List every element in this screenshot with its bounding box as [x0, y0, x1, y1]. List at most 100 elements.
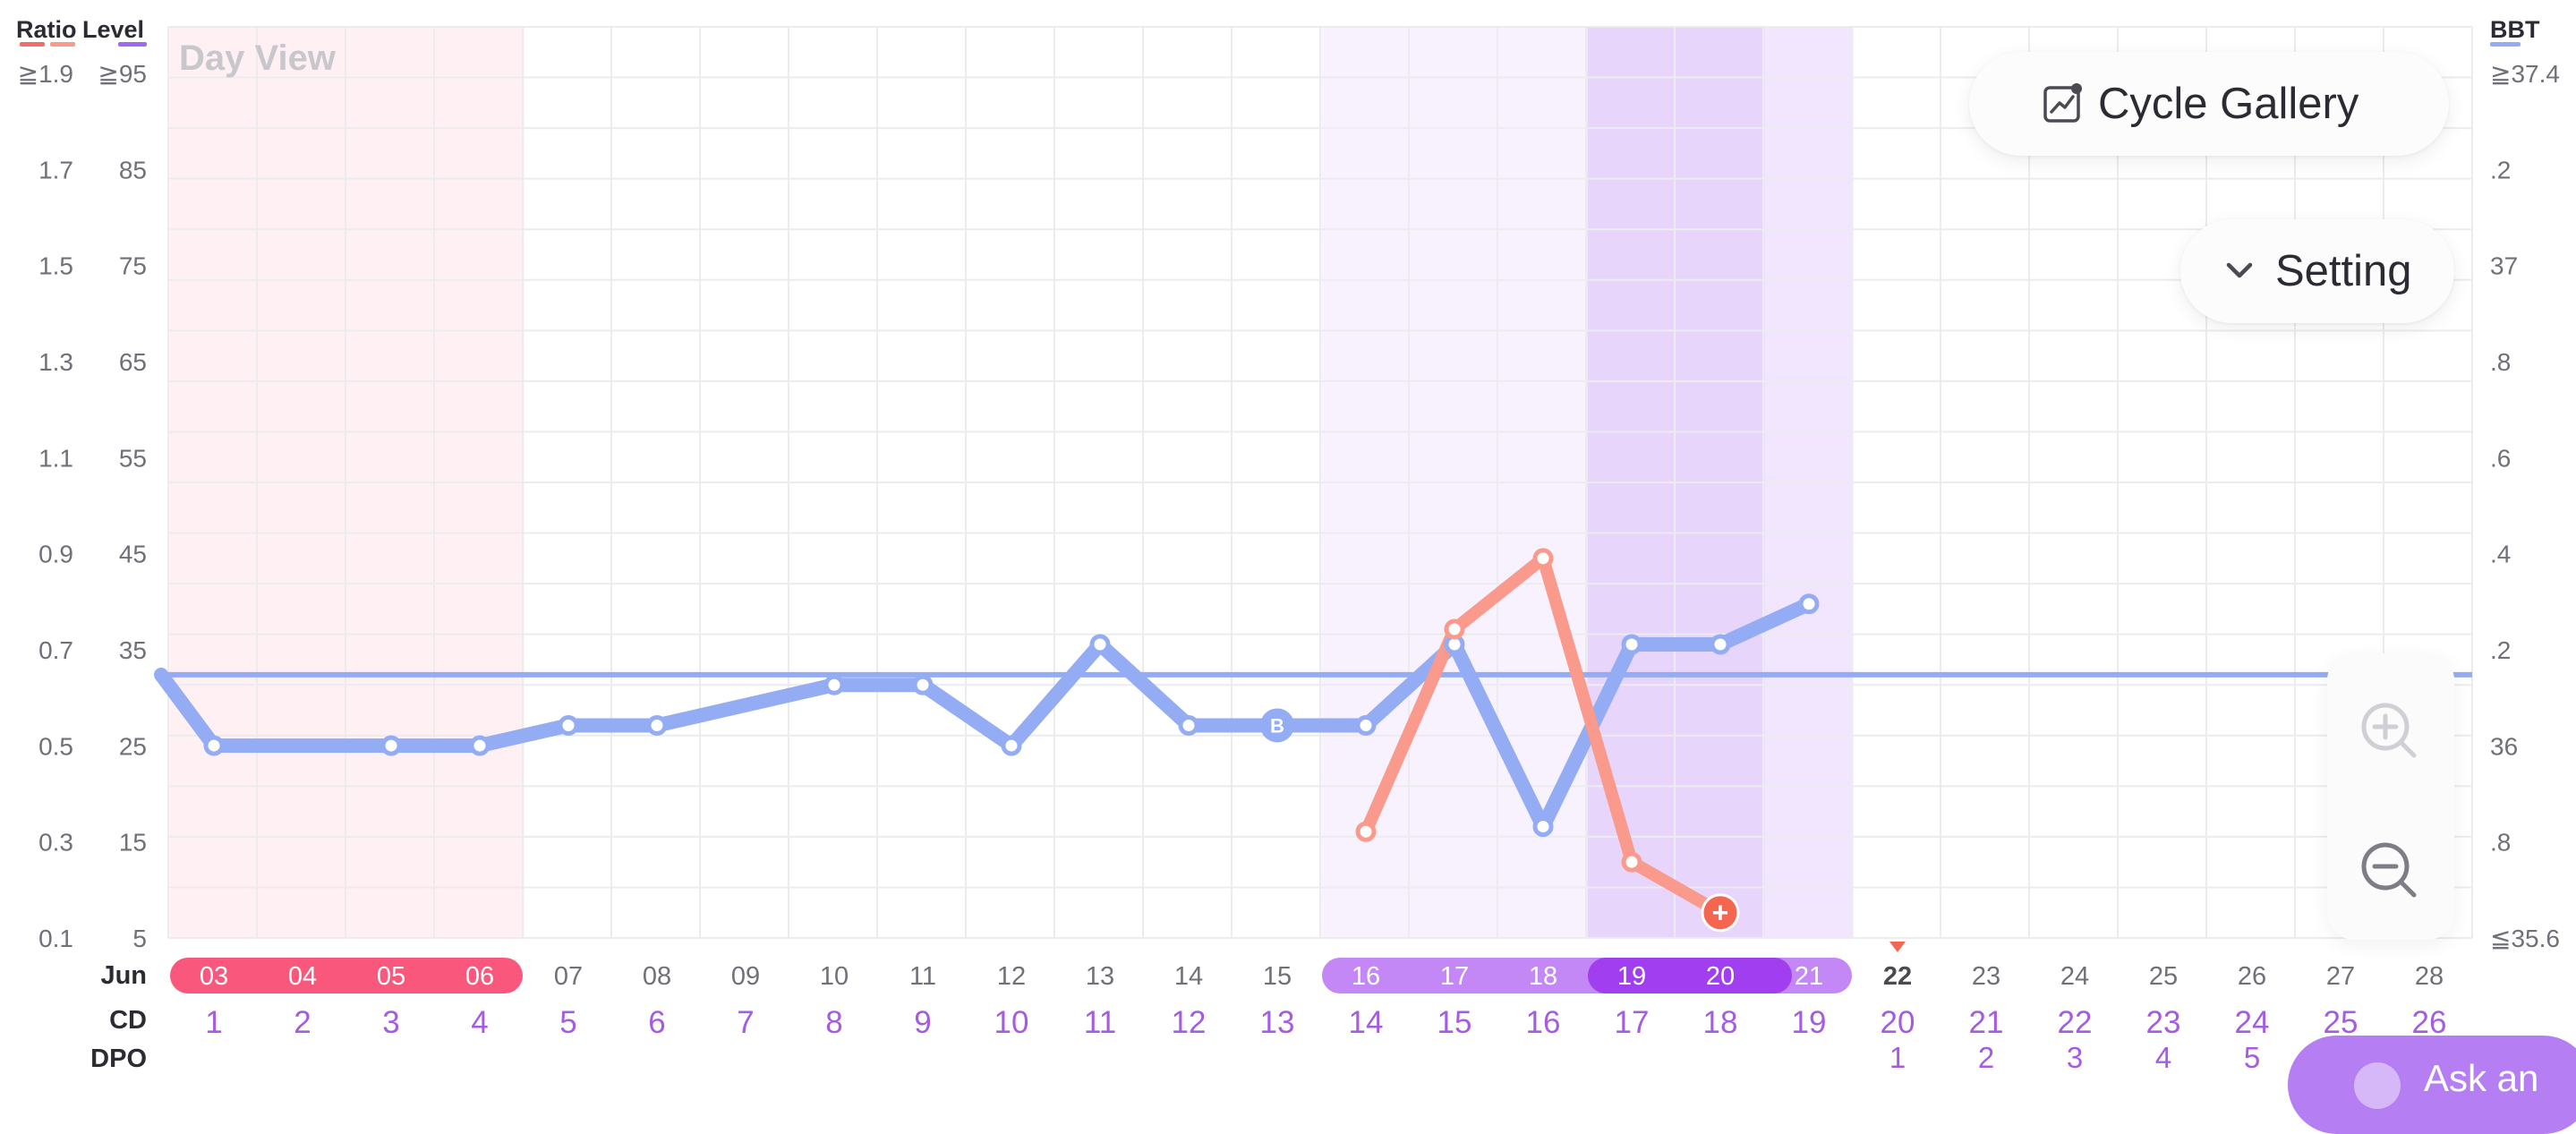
cycle-day: 13	[1260, 1005, 1295, 1040]
zoom-in-button[interactable]	[2357, 698, 2425, 771]
bbt-point	[912, 674, 934, 695]
cycle-gallery-label: Cycle Gallery	[2098, 80, 2359, 128]
cycle-day: 20	[1881, 1005, 1915, 1040]
dpo-day: 3	[2067, 1041, 2083, 1074]
dpo-row-label: DPO	[90, 1044, 147, 1073]
cycle-day: 10	[994, 1005, 1029, 1040]
bbt-point	[1710, 634, 1731, 655]
date-tick-05: 05	[377, 962, 405, 991]
dpo-day: 1	[1889, 1041, 1906, 1074]
chart-trend-icon	[2043, 83, 2082, 123]
bbt-tick: 37	[2490, 252, 2518, 280]
bbt-point	[1798, 593, 1820, 615]
level-tick: ≧95	[98, 60, 147, 88]
date-tick-16: 16	[1352, 962, 1380, 991]
date-tick-06: 06	[465, 962, 494, 991]
ratio-tick: 0.3	[38, 829, 73, 857]
cd-row-label: CD	[109, 1006, 147, 1035]
cycle-gallery-button[interactable]: Cycle Gallery	[1969, 52, 2449, 156]
question-icon	[2354, 1062, 2401, 1109]
cycle-day: 22	[2058, 1005, 2093, 1040]
date-tick-15: 15	[1263, 962, 1292, 991]
bbt-point	[1001, 735, 1022, 756]
bbt-tick: .4	[2490, 541, 2511, 568]
ratio-tick: 1.5	[38, 252, 73, 280]
bbt-tick: 36	[2490, 732, 2518, 760]
cycle-day: 11	[1084, 1005, 1116, 1040]
date-tick-09: 09	[731, 962, 760, 991]
date-tick-11: 11	[909, 962, 936, 991]
cycle-day: 26	[2412, 1005, 2447, 1040]
zoom-out-button[interactable]	[2357, 838, 2425, 910]
cycle-day: 21	[1969, 1005, 2004, 1040]
cycle-day: 2	[294, 1005, 311, 1040]
ratio-tick: ≧1.9	[18, 60, 73, 88]
bbt-point	[1089, 634, 1111, 655]
date-tick-03: 03	[200, 962, 228, 991]
setting-button[interactable]: Setting	[2180, 219, 2454, 323]
ratio-point	[1532, 548, 1554, 569]
cycle-day: 14	[1349, 1005, 1384, 1040]
level-tick: 55	[119, 444, 147, 472]
date-tick-17: 17	[1440, 962, 1469, 991]
dpo-day: 2	[1978, 1041, 1994, 1074]
cycle-day: 4	[471, 1005, 488, 1040]
date-tick-28: 28	[2415, 962, 2444, 991]
bbt-point	[380, 735, 402, 756]
bbt-point	[558, 714, 579, 736]
ratio-tick: 0.1	[38, 925, 73, 952]
date-tick-10: 10	[820, 962, 849, 991]
ratio-tick: 0.9	[38, 541, 73, 568]
ratio-peak-plus: +	[1712, 897, 1729, 929]
setting-label: Setting	[2275, 247, 2412, 295]
bbt-tick: ≧37.4	[2490, 60, 2560, 88]
ratio-tick: 1.3	[38, 348, 73, 376]
ask-button[interactable]: Ask an	[2288, 1036, 2576, 1134]
bbt-point	[1532, 816, 1554, 838]
bbt-tick: ≦35.6	[2490, 925, 2560, 952]
ratio-point	[1444, 618, 1465, 640]
level-tick: 45	[119, 541, 147, 568]
zoom-out-icon	[2361, 842, 2417, 898]
ratio-peak-point	[1701, 893, 1740, 933]
date-tick-07: 07	[554, 962, 583, 991]
bbt-point	[823, 674, 845, 695]
ratio-point	[1355, 821, 1377, 842]
ratio-point	[1621, 851, 1642, 873]
view-label: Day View	[179, 38, 337, 78]
bbt-tick: .6	[2490, 444, 2511, 472]
level-tick: 15	[119, 829, 147, 857]
cycle-chart: Day View Ratio Level BBT ≧1.9 1.7 1.5 1.3 1.1 0.9…	[16, 16, 2560, 1074]
level-tick: 75	[119, 252, 147, 280]
cycle-day: 5	[559, 1005, 576, 1040]
peak-date-pill	[1588, 958, 1792, 993]
dpo-day: 5	[2244, 1041, 2260, 1074]
level-legend-swatch	[118, 42, 147, 47]
date-tick-26: 26	[2238, 962, 2266, 991]
ratio-axis-header: Ratio	[16, 16, 77, 43]
cycle-day: 19	[1792, 1005, 1827, 1040]
bbt-tick: .8	[2490, 829, 2511, 857]
ratio-tick: 1.7	[38, 156, 73, 183]
period-date-pill	[170, 958, 523, 993]
dpo-day: 4	[2155, 1041, 2171, 1074]
ratio-legend-swatch	[50, 42, 75, 47]
cycle-day: 17	[1615, 1005, 1650, 1040]
cycle-day: 9	[914, 1005, 931, 1040]
level-tick: 85	[119, 156, 147, 183]
date-tick-24: 24	[2060, 962, 2089, 991]
cycle-day: 25	[2324, 1005, 2358, 1040]
bbt-point-label: B	[1270, 714, 1284, 737]
date-tick-22: 22	[1883, 962, 1912, 991]
ratio-tick: 0.7	[38, 636, 73, 664]
bbt-axis-header: BBT	[2490, 16, 2540, 43]
bbt-point	[469, 735, 490, 756]
bbt-point	[1178, 714, 1199, 736]
date-tick-12: 12	[997, 962, 1026, 991]
date-tick-19: 19	[1617, 962, 1646, 991]
date-tick-20: 20	[1706, 962, 1735, 991]
grid	[167, 26, 2473, 939]
zoom-control	[2327, 653, 2454, 940]
date-tick-08: 08	[643, 962, 671, 991]
ratio-legend-swatch	[20, 42, 45, 47]
